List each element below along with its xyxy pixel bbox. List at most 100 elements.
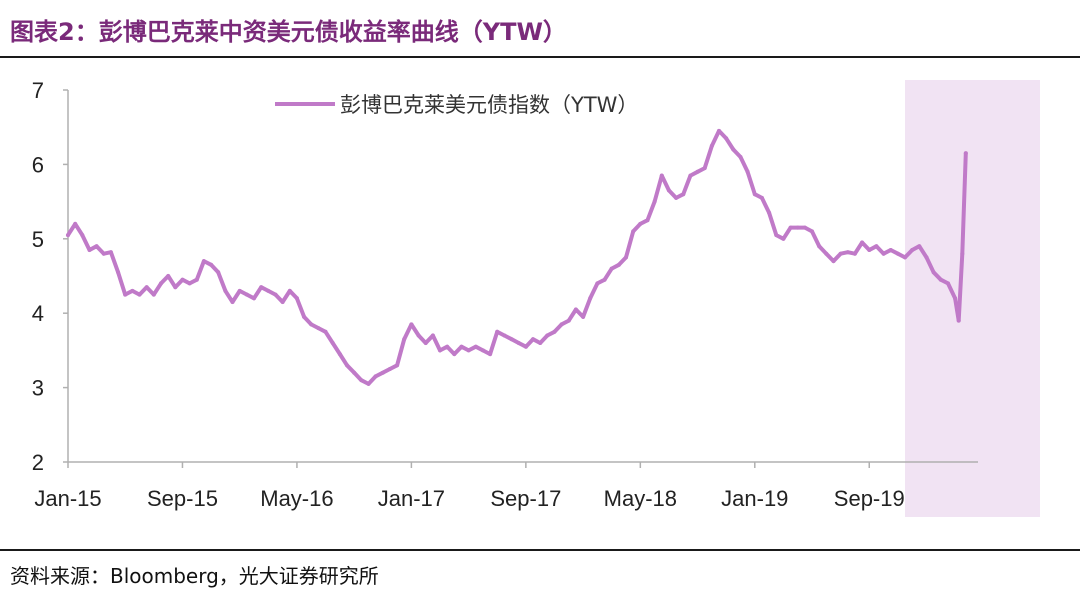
data-point [874, 244, 879, 249]
data-point [416, 333, 421, 338]
data-point [881, 251, 886, 256]
data-point [280, 300, 285, 304]
data-point [509, 337, 514, 342]
x-tick-label: May-18 [604, 486, 677, 511]
x-tick-label: Jan-19 [721, 486, 788, 511]
data-point [595, 281, 600, 286]
data-point [466, 348, 471, 353]
legend-label: 彭博巴克莱美元债指数（YTW） [340, 93, 638, 117]
data-point [302, 314, 307, 319]
data-point [151, 292, 156, 297]
data-point [963, 151, 968, 156]
data-point [745, 169, 750, 174]
y-tick-label: 4 [32, 301, 44, 326]
data-point [480, 348, 485, 353]
data-point [495, 329, 500, 334]
data-point [94, 244, 99, 249]
data-point [588, 296, 593, 301]
data-point [559, 322, 564, 327]
data-point [802, 225, 807, 230]
data-point [187, 281, 192, 286]
data-point [395, 363, 400, 368]
data-point [931, 270, 936, 275]
data-point [817, 244, 822, 249]
data-point [330, 341, 335, 345]
data-point [402, 337, 407, 342]
data-point [581, 314, 586, 319]
y-tick-label: 7 [32, 78, 44, 103]
data-point [144, 285, 149, 290]
data-point [631, 229, 636, 234]
data-point [337, 352, 342, 357]
data-point [903, 255, 907, 260]
data-point [709, 143, 714, 148]
data-point [838, 251, 843, 256]
plot-area [66, 128, 968, 386]
data-point [366, 381, 371, 386]
data-point [137, 292, 142, 297]
data-point [602, 277, 607, 282]
y-tick-label: 6 [32, 152, 44, 177]
data-point [502, 333, 507, 338]
data-point [438, 348, 442, 353]
data-point [616, 262, 621, 267]
data-point [359, 378, 364, 383]
bottom-rule [0, 549, 1080, 551]
data-point [953, 296, 958, 301]
data-point [309, 322, 314, 327]
x-tick-label: May-16 [260, 486, 333, 511]
data-point [80, 233, 85, 238]
x-tick-label: Sep-19 [834, 486, 905, 511]
data-point [430, 333, 435, 338]
data-point [860, 240, 865, 245]
data-point [273, 292, 278, 297]
data-point [810, 229, 814, 234]
data-point [624, 255, 628, 260]
data-point [867, 248, 872, 252]
data-point [101, 251, 106, 256]
legend: 彭博巴克莱美元债指数（YTW） [275, 93, 638, 117]
data-point [73, 221, 78, 226]
data-point [538, 341, 543, 345]
figure-title: 图表2：彭博巴克莱中资美元债收益率曲线（YTW） [10, 18, 567, 46]
data-point [194, 277, 199, 282]
data-point [345, 363, 349, 368]
highlight-band [905, 80, 1040, 517]
data-point [788, 225, 793, 230]
data-point [516, 341, 521, 345]
data-point [767, 210, 772, 215]
data-point [573, 307, 578, 312]
data-point [924, 255, 929, 260]
data-point [459, 344, 464, 349]
data-point [738, 155, 743, 159]
data-point [831, 259, 836, 264]
data-point [960, 251, 965, 256]
data-point [688, 173, 693, 178]
data-point [956, 318, 961, 323]
data-point [387, 367, 392, 371]
data-point [108, 250, 113, 255]
data-point [545, 333, 550, 338]
data-point [259, 285, 264, 290]
data-point [795, 225, 800, 230]
data-point [488, 352, 493, 357]
data-point [724, 136, 729, 141]
source-note: 资料来源：Bloomberg，光大证券研究所 [10, 564, 379, 588]
data-point [352, 370, 357, 375]
data-point [895, 251, 900, 256]
top-rule [0, 56, 1080, 58]
data-point [645, 218, 650, 223]
y-tick-label: 5 [32, 227, 44, 252]
data-point [566, 318, 571, 323]
data-point [752, 192, 757, 197]
data-point [123, 292, 128, 297]
data-point [445, 344, 450, 349]
data-point [674, 195, 679, 200]
yield-line-chart: 2 3 4 5 6 7 Jan-15 Sep-15 May-16 Jan-17 Sep-17 May-… [32, 78, 1040, 517]
data-point [531, 337, 535, 342]
data-point [681, 192, 686, 197]
data-point [130, 288, 135, 293]
data-point [209, 262, 214, 267]
data-point [216, 270, 221, 275]
x-tick-label: Sep-15 [147, 486, 218, 511]
